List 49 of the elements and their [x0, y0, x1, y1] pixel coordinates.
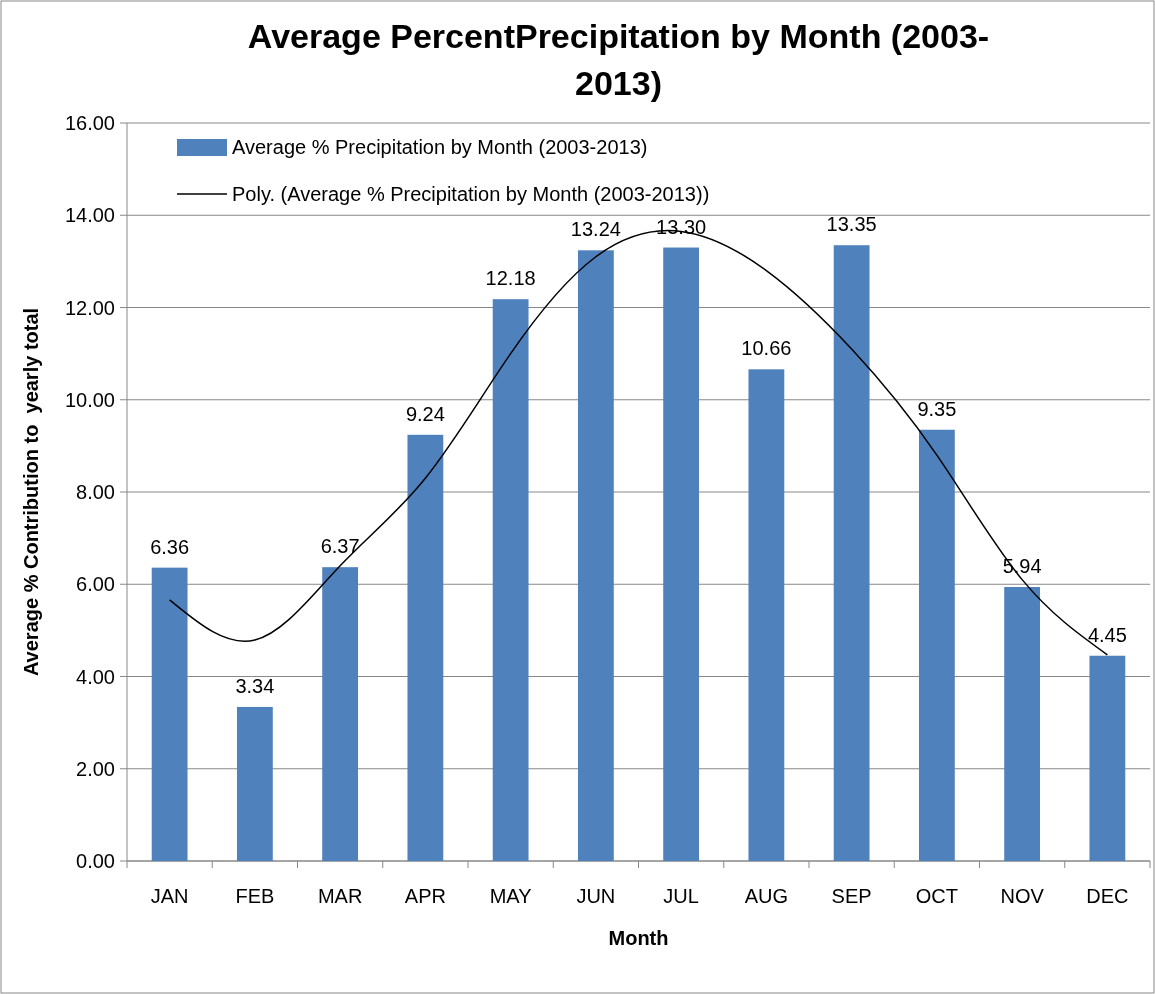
x-tick-label: APR	[404, 885, 446, 907]
y-tick-label: 6.00	[76, 573, 115, 596]
x-tick-label: FEB	[235, 885, 275, 907]
data-label: 13.24	[570, 218, 621, 241]
bar	[1004, 587, 1041, 861]
bar	[322, 567, 359, 861]
bar	[833, 245, 870, 861]
y-tick-label: 10.00	[64, 388, 115, 411]
data-label: 10.66	[741, 337, 792, 360]
x-tick-label: SEP	[831, 885, 872, 907]
bar	[918, 429, 955, 861]
data-label: 4.45	[1087, 623, 1127, 646]
x-tick-label: OCT	[915, 885, 958, 907]
y-axis-title: Average % Contribution to yearly total	[20, 307, 42, 677]
bar	[577, 250, 614, 861]
data-label: 9.35	[917, 397, 957, 420]
data-label: 3.34	[235, 674, 275, 697]
x-tick-label: MAY	[489, 885, 532, 907]
bar	[663, 247, 700, 861]
y-tick-label: 12.00	[64, 296, 115, 319]
chart-title: Average PercentPrecipitation by Month (2003-2013)	[247, 17, 990, 102]
x-tick-label: AUG	[744, 885, 789, 907]
x-tick-label: JUN	[576, 885, 616, 907]
legend-label: Poly. (Average % Precipitation by Month (2003-2013))	[232, 183, 710, 205]
data-label: 6.37	[320, 535, 360, 558]
bar	[1089, 655, 1126, 861]
y-tick-label: 8.00	[76, 481, 115, 503]
bar	[151, 567, 188, 861]
data-label: 13.30	[656, 215, 707, 238]
data-label: 6.36	[150, 535, 190, 558]
legend-label: Average % Precipitation by Month (2003-2013)	[232, 136, 648, 158]
bar	[748, 369, 785, 861]
y-tick-label: 4.00	[76, 665, 115, 688]
bar	[492, 299, 529, 861]
x-tick-label: MAR	[317, 885, 363, 907]
y-tick-label: 14.00	[64, 204, 115, 227]
x-tick-label: DEC	[1086, 885, 1129, 907]
data-label: 9.24	[405, 402, 445, 425]
bar	[407, 434, 444, 861]
bar	[236, 706, 273, 861]
data-label: 12.18	[485, 267, 536, 290]
x-tick-label: JAN	[150, 885, 189, 907]
y-tick-label: 2.00	[76, 757, 115, 780]
x-tick-label: JUL	[663, 885, 699, 907]
y-tick-label: 0.00	[76, 850, 115, 872]
x-tick-label: NOV	[1000, 885, 1045, 907]
y-tick-label: 16.00	[64, 112, 115, 134]
x-axis-title: Month	[608, 927, 669, 949]
data-label: 13.35	[826, 213, 877, 236]
